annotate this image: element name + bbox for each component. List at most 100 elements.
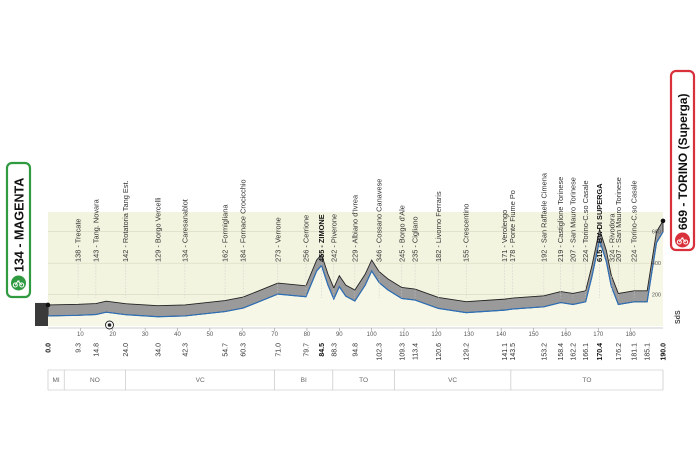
km-label: 60.3 — [241, 343, 248, 357]
km-label: 158.4 — [558, 343, 565, 361]
place-label: 142 - Rotatoria Tang Est. — [121, 180, 130, 262]
place-label: 184 - Fornace Crocicchio — [239, 179, 248, 262]
province-code: BI — [301, 377, 307, 384]
ground-area — [48, 231, 663, 326]
km-label: 34.0 — [156, 343, 163, 357]
start-label: 134 - MAGENTA — [13, 178, 27, 272]
place-label: 273 - Verrone — [273, 217, 282, 262]
km-tick-label: 20 — [109, 332, 116, 338]
km-label: 71.0 — [275, 343, 282, 357]
km-label: 94.8 — [352, 343, 359, 357]
finish-point — [660, 218, 666, 224]
bike-icon-glyph — [12, 280, 25, 288]
place-label: 138 - Trecate — [74, 218, 83, 262]
km-ticks: 10 20 30 40 50 60 70 80 90 100 110 120 130 140 150 160 1… — [48, 327, 663, 338]
place-label: 155 - Crescentino — [462, 204, 471, 262]
place-label: 219 - Castiglione Torinese — [556, 177, 565, 262]
place-label: 129 - Borgo Vercelli — [154, 197, 163, 262]
km-label: 141.1 — [502, 343, 509, 361]
km-tick-label: 80 — [304, 332, 311, 338]
province-strip: MI NO VC BI TO VC TO — [47, 369, 664, 391]
start-point — [45, 302, 51, 308]
km-label: 42.3 — [182, 343, 189, 357]
province-code: TO — [359, 377, 368, 384]
km-label: 143.5 — [510, 343, 517, 361]
place-label: 224 - Torino-C.so Casale — [581, 180, 590, 262]
km-tick-label: 40 — [174, 332, 181, 338]
province-code: NO — [90, 377, 100, 384]
province-code: VC — [196, 377, 205, 384]
finish-label: 669 - TORINO (Superga) — [676, 94, 690, 230]
place-label: 162 - Formigliana — [221, 204, 230, 262]
km-label: 176.2 — [616, 343, 623, 361]
place-label: 242 - Piverone — [329, 214, 338, 262]
km-label: 109.3 — [399, 343, 406, 361]
km-label: 185.1 — [645, 343, 652, 361]
km-label: 84.5 — [319, 343, 326, 357]
feed-zone-icon-dot — [107, 323, 112, 327]
km-label: 170.4 — [597, 343, 604, 361]
km-tick-label: 150 — [529, 332, 540, 338]
km-label: 88.3 — [331, 343, 338, 357]
start-frame — [5, 161, 32, 299]
place-label: 224 - Torino-C.so Casale — [630, 180, 639, 262]
place-label: 235 - Cigliano — [411, 216, 420, 262]
markers: SdS — [35, 218, 682, 330]
finish-box: 669 - TORINO (Superga) — [669, 69, 696, 252]
bike-icon — [11, 275, 26, 291]
start-box: 134 - MAGENTA — [5, 161, 32, 299]
km-tick-label: 10 — [77, 332, 84, 338]
place-label: 134 - Caresanablot — [180, 199, 189, 262]
km-tick-label: 100 — [367, 332, 378, 338]
place-label: 171 - Verolengo — [500, 210, 509, 262]
km-label: 181.1 — [632, 343, 639, 361]
km-tick-label: 180 — [626, 332, 637, 338]
place-label: 143 - Tang. Novara — [91, 198, 100, 262]
province-code: VC — [448, 377, 457, 384]
km-label: 9.3 — [76, 343, 83, 353]
altitude-tick-label: 400 — [652, 261, 661, 267]
km-tick-label: 30 — [142, 332, 149, 338]
km-label: 162.2 — [571, 343, 578, 361]
altitude-tick-label: 600 — [652, 230, 661, 236]
place-label: 245 - Borgo d'Ale — [397, 205, 406, 262]
place-label: 229 - Albiano d'Ivrea — [350, 194, 359, 262]
sds-label: SdS — [675, 310, 682, 324]
km-label: 113.4 — [413, 343, 420, 360]
km-label: 129.2 — [464, 343, 471, 361]
km-tick-label: 50 — [206, 332, 213, 338]
km-tick-label: 120 — [431, 332, 442, 338]
place-label: 207 - San Mauro Torinese — [614, 177, 623, 262]
km-label: 24.0 — [123, 343, 130, 357]
km-tick-label: 60 — [239, 332, 246, 338]
place-label: 207 - San Mauro Torinese — [569, 177, 578, 262]
km-label: 190.0 — [661, 343, 668, 361]
km-label: 14.8 — [93, 343, 100, 357]
km-tick-label: 140 — [496, 332, 507, 338]
km-tick-label: 130 — [464, 332, 475, 338]
km-tick-label: 170 — [593, 332, 604, 338]
province-code: TO — [582, 377, 591, 384]
place-label: 192 - San Raffaele Cimena — [539, 172, 548, 262]
place-label: 324 - Rivodora — [607, 213, 616, 262]
start-side-panel — [35, 302, 48, 326]
bike-icon-glyph — [676, 237, 689, 245]
km-tick-label: 160 — [561, 332, 572, 338]
altitude-axis: 200 400 600 — [652, 230, 661, 299]
km-label: 153.2 — [541, 343, 548, 361]
km-label: 166.1 — [583, 343, 590, 361]
km-label: 79.7 — [303, 343, 310, 357]
place-label: 256 - Cerrione — [301, 215, 310, 262]
km-tick-label: 70 — [271, 332, 278, 338]
km-tick-label: 110 — [399, 332, 409, 338]
finish-frame — [669, 69, 696, 252]
province-code: MI — [52, 377, 59, 384]
km-tick-label: 90 — [336, 332, 343, 338]
place-label: 178 - Ponte Fiume Po — [508, 190, 517, 262]
place-label: 182 - Livorno Ferraris — [434, 191, 443, 262]
place-labels: 138 - Trecate 143 - Tang. Novara 142 - Rot… — [74, 172, 639, 298]
km-labels: 0.0 9.3 14.8 24.0 34.0 42.3 54.7 60.3 71.0 79.7 84… — [46, 343, 668, 361]
place-label: 346 - Cossano Canavese — [375, 179, 384, 262]
km-label: 120.6 — [436, 343, 443, 361]
